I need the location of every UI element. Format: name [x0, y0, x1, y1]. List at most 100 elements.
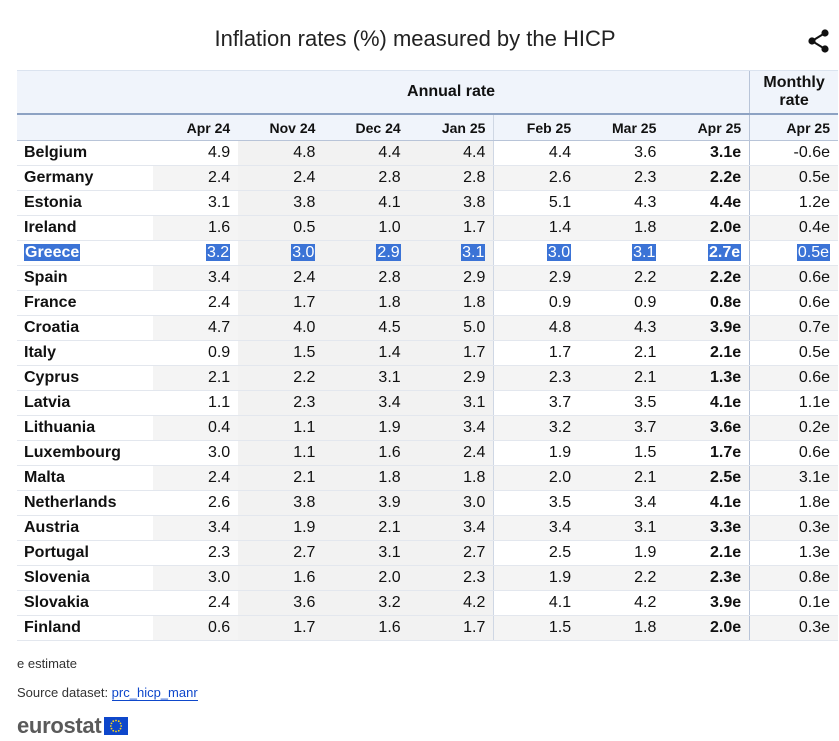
- value-text: 0.4: [207, 419, 231, 436]
- value-text: 2.4: [207, 294, 231, 311]
- value-cell: 1.4: [323, 340, 409, 366]
- column-header[interactable]: Apr 25: [749, 113, 838, 141]
- table-row[interactable]: Portugal 2.3 2.7 3.1 2.7 2.5 1.9 2.1e 1.3e: [17, 540, 838, 566]
- value-cell: 4.1: [323, 190, 409, 216]
- value-cell: 2.2: [579, 265, 665, 291]
- table-row[interactable]: Italy 0.9 1.5 1.4 1.7 1.7 2.1 2.1e 0.5e: [17, 340, 838, 366]
- value-cell: 3.0: [238, 240, 324, 266]
- value-cell: 3.9e: [664, 590, 750, 616]
- monthly-rate-header: Monthly rate: [749, 70, 838, 114]
- value-text: 0.2e: [798, 419, 830, 436]
- value-cell: 1.9: [493, 565, 580, 591]
- country-cell: Finland: [17, 615, 153, 641]
- chart-title: Inflation rates (%) measured by the HICP: [214, 26, 616, 51]
- value-text: 4.1e: [710, 494, 742, 511]
- value-text: 3.6: [634, 144, 657, 161]
- table-row[interactable]: Netherlands 2.6 3.8 3.9 3.0 3.5 3.4 4.1e 1.8e: [17, 490, 838, 516]
- table-row[interactable]: Belgium 4.9 4.8 4.4 4.4 4.4 3.6 3.1e -0.6e: [17, 140, 838, 166]
- table-row[interactable]: Ireland 1.6 0.5 1.0 1.7 1.4 1.8 2.0e 0.4e: [17, 215, 838, 241]
- value-cell: 1.7: [408, 215, 494, 241]
- value-cell: 4.4: [323, 140, 409, 166]
- value-cell: 2.1: [579, 365, 665, 391]
- value-cell: 1.8: [579, 615, 665, 641]
- value-text: 1.9: [548, 569, 572, 586]
- value-cell: 1.5: [238, 340, 324, 366]
- table-row[interactable]: Luxembourg 3.0 1.1 1.6 2.4 1.9 1.5 1.7e 0.6e: [17, 440, 838, 466]
- column-header[interactable]: Nov 24: [238, 113, 324, 141]
- value-text: 4.8: [293, 144, 316, 161]
- value-cell: 0.6: [152, 615, 239, 641]
- table-row[interactable]: Slovenia 3.0 1.6 2.0 2.3 1.9 2.2 2.3e 0.8e: [17, 565, 838, 591]
- value-cell: 2.4: [238, 165, 324, 191]
- value-text: 2.1: [634, 369, 657, 386]
- table-row[interactable]: Slovakia 2.4 3.6 3.2 4.2 4.1 4.2 3.9e 0.1e: [17, 590, 838, 616]
- value-text: 1.4: [548, 219, 572, 236]
- value-text: 2.9: [548, 269, 572, 286]
- value-cell: 0.9: [493, 290, 580, 316]
- value-cell: 3.1e: [664, 140, 750, 166]
- value-cell: 0.6e: [749, 290, 838, 316]
- value-text: 0.5: [293, 219, 316, 236]
- value-text: 2.8: [378, 169, 401, 186]
- table-row[interactable]: Spain 3.4 2.4 2.8 2.9 2.9 2.2 2.2e 0.6e: [17, 265, 838, 291]
- table-row[interactable]: France 2.4 1.7 1.8 1.8 0.9 0.9 0.8e 0.6e: [17, 290, 838, 316]
- value-cell: 2.1: [579, 340, 665, 366]
- value-cell: 5.0: [408, 315, 494, 341]
- value-cell: 3.1: [152, 190, 239, 216]
- value-text: 2.9: [376, 244, 401, 261]
- value-cell: 1.7: [408, 340, 494, 366]
- value-text: 2.8: [463, 169, 486, 186]
- table-row[interactable]: Malta 2.4 2.1 1.8 1.8 2.0 2.1 2.5e 3.1e: [17, 465, 838, 491]
- value-cell: 2.4: [152, 590, 239, 616]
- value-cell: 2.5e: [664, 465, 750, 491]
- source-label: Source dataset:: [17, 685, 112, 700]
- value-cell: 2.7: [238, 540, 324, 566]
- value-text: 1.7: [548, 344, 572, 361]
- column-header[interactable]: Dec 24: [323, 113, 409, 141]
- table-row[interactable]: Latvia 1.1 2.3 3.4 3.1 3.7 3.5 4.1e 1.1e: [17, 390, 838, 416]
- share-icon[interactable]: [806, 28, 832, 54]
- value-text: 1.4: [378, 344, 401, 361]
- value-text: 2.7: [463, 544, 486, 561]
- value-cell: 1.3e: [749, 540, 838, 566]
- value-text: 4.1: [548, 594, 572, 611]
- column-header[interactable]: Feb 25: [493, 113, 580, 141]
- column-header[interactable]: Apr 24: [152, 113, 239, 141]
- value-text: 1.1: [293, 419, 316, 436]
- table-row[interactable]: Germany 2.4 2.4 2.8 2.8 2.6 2.3 2.2e 0.5e: [17, 165, 838, 191]
- table-row[interactable]: Finland 0.6 1.7 1.6 1.7 1.5 1.8 2.0e 0.3e: [17, 615, 838, 641]
- table-row[interactable]: Lithuania 0.4 1.1 1.9 3.4 3.2 3.7 3.6e 0.2e: [17, 415, 838, 441]
- country-label: Slovakia: [24, 594, 89, 611]
- value-cell: 2.4: [408, 440, 494, 466]
- value-cell: 3.4: [408, 515, 494, 541]
- value-cell: 2.1: [323, 515, 409, 541]
- value-text: 1.5: [293, 344, 316, 361]
- value-text: 2.4: [207, 469, 231, 486]
- value-text: 1.2e: [798, 194, 830, 211]
- value-text: 1.3e: [798, 544, 830, 561]
- value-cell: 5.1: [493, 190, 580, 216]
- country-label: Estonia: [24, 194, 82, 211]
- column-header[interactable]: Mar 25: [579, 113, 665, 141]
- column-header[interactable]: Apr 25: [664, 113, 750, 141]
- value-cell: 3.6e: [664, 415, 750, 441]
- eurostat-wordmark: eurostat: [17, 713, 102, 738]
- value-text: 3.1: [207, 194, 231, 211]
- country-cell: Portugal: [17, 540, 153, 566]
- value-text: 2.3e: [710, 569, 742, 586]
- value-text: 3.4: [463, 519, 486, 536]
- table-row[interactable]: Cyprus 2.1 2.2 3.1 2.9 2.3 2.1 1.3e 0.6e: [17, 365, 838, 391]
- value-cell: 2.8: [323, 165, 409, 191]
- country-label: Austria: [24, 519, 80, 536]
- table-row[interactable]: Croatia 4.7 4.0 4.5 5.0 4.8 4.3 3.9e 0.7e: [17, 315, 838, 341]
- value-text: 2.3: [548, 369, 572, 386]
- table-row[interactable]: Estonia 3.1 3.8 4.1 3.8 5.1 4.3 4.4e 1.2e: [17, 190, 838, 216]
- value-text: 4.2: [463, 594, 486, 611]
- country-cell: Ireland: [17, 215, 153, 241]
- value-cell: 3.5: [579, 390, 665, 416]
- table-row[interactable]: Austria 3.4 1.9 2.1 3.4 3.4 3.1 3.3e 0.3e: [17, 515, 838, 541]
- column-header[interactable]: Jan 25: [408, 113, 494, 141]
- source-dataset-link[interactable]: prc_hicp_manr: [111, 685, 198, 701]
- value-text: 4.4: [463, 144, 486, 161]
- table-row[interactable]: Greece 3.2 3.0 2.9 3.1 3.0 3.1 2.7e 0.5e: [17, 240, 838, 266]
